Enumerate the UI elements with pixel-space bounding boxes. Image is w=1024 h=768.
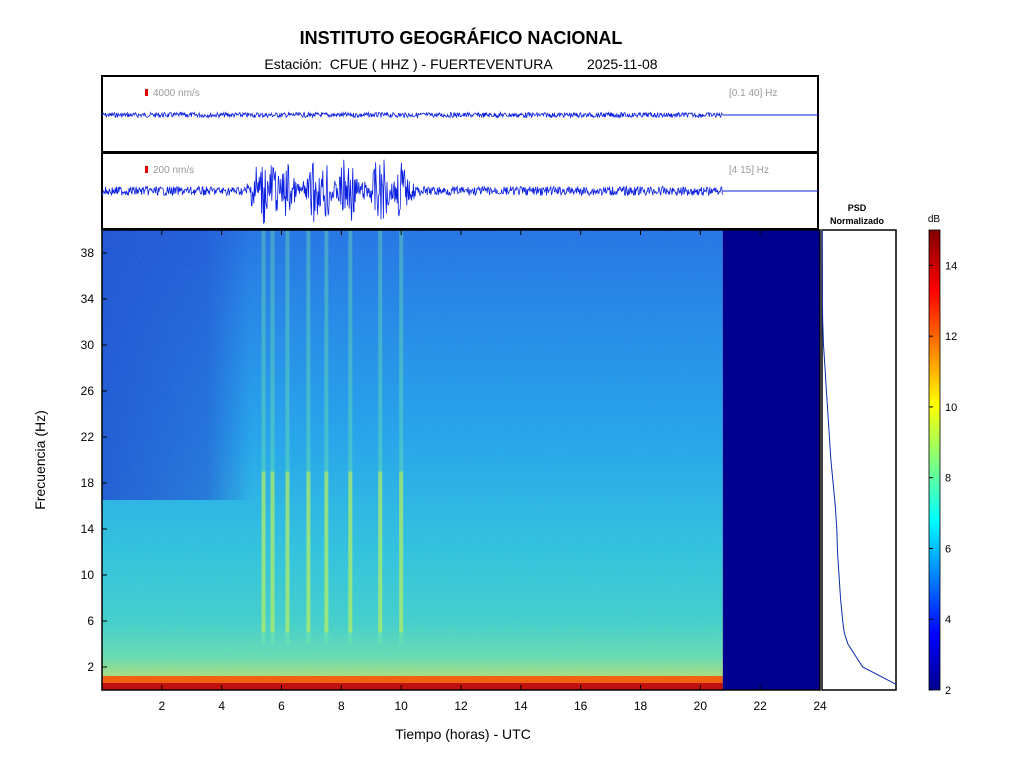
spectrogram-stripe <box>324 230 329 644</box>
band-label-filtered: [4 15] Hz <box>729 165 769 176</box>
spectrogram-stripe-core <box>378 471 383 633</box>
colorbar-ticks: 2 4 6 8 10 12 14 <box>929 260 957 697</box>
spectrogram-lowest-band <box>102 683 723 690</box>
spectrogram-stripe <box>285 230 290 644</box>
date-label: 2025-11-08 <box>587 56 658 72</box>
x-tick-label: 12 <box>454 699 468 713</box>
y-axis-label: Frecuencia (Hz) <box>32 410 48 510</box>
scale-bar-icon <box>145 89 148 96</box>
y-tick-label: 2 <box>87 660 94 674</box>
x-axis: 2 4 6 8 10 12 14 16 18 20 22 24 <box>158 230 827 713</box>
x-tick-label: 24 <box>813 699 827 713</box>
y-tick-label: 30 <box>81 338 95 352</box>
colorbar: dB 2 4 6 8 10 12 14 <box>928 214 957 697</box>
x-tick-label: 22 <box>753 699 767 713</box>
trace-waveform <box>102 159 723 224</box>
x-tick-label: 18 <box>634 699 648 713</box>
x-tick-label: 10 <box>394 699 408 713</box>
band-label-broadband: [0.1 40] Hz <box>729 88 777 99</box>
y-tick-label: 38 <box>81 246 95 260</box>
y-tick-label: 6 <box>87 614 94 628</box>
colorbar-tick-label: 12 <box>945 331 957 343</box>
spectrogram-stripe <box>348 230 353 644</box>
psd-curve <box>821 229 897 685</box>
spectrogram-stripe-core <box>324 471 329 633</box>
spectrogram-stripe-core <box>285 471 290 633</box>
scale-label-filtered: 200 nm/s <box>153 165 194 176</box>
colorbar-tick-label: 4 <box>945 614 951 626</box>
x-tick-label: 14 <box>514 699 528 713</box>
spectrogram-stripes <box>261 230 404 644</box>
spectrogram-stripe <box>378 230 383 644</box>
spectrogram-stripe-core <box>306 471 311 633</box>
x-tick-label: 20 <box>694 699 708 713</box>
colorbar-tick-label: 10 <box>945 402 957 414</box>
scale-bar-icon <box>145 166 148 173</box>
spectrogram-stripe <box>270 230 275 644</box>
scale-label-broadband: 4000 nm/s <box>153 88 200 99</box>
y-tick-label: 22 <box>81 430 95 444</box>
y-tick-label: 26 <box>81 384 95 398</box>
psd-title-line-1: PSD <box>848 203 867 213</box>
station-name: CFUE ( HHZ ) - FUERTEVENTURA <box>329 56 552 72</box>
y-tick-label: 10 <box>81 568 95 582</box>
spectrogram-stripe-core <box>399 471 404 633</box>
x-tick-label: 6 <box>278 699 285 713</box>
chart-subtitle: Estación: CFUE ( HHZ ) - FUERTEVENTURA 2… <box>0 56 922 72</box>
x-tick-label: 4 <box>218 699 225 713</box>
spectrogram-no-data-region <box>722 230 820 690</box>
colorbar-tick-label: 14 <box>945 260 957 272</box>
x-axis-label: Tiempo (horas) - UTC <box>395 726 531 742</box>
spectrogram-panel: 2 4 6 8 10 12 14 16 18 20 22 24 261014182226303438 … <box>32 229 827 742</box>
spectrogram-stripe-core <box>270 471 275 633</box>
chart-title: INSTITUTO GEOGRÁFICO NACIONAL <box>299 28 623 48</box>
x-tick-label: 8 <box>338 699 345 713</box>
colorbar-tick-label: 8 <box>945 473 951 485</box>
seismogram-broadband-panel: 4000 nm/s [0.1 40] Hz <box>101 75 819 153</box>
spectrogram-noise-texture <box>102 230 722 690</box>
seismogram-filtered-trace <box>102 159 818 224</box>
y-tick-label: 34 <box>81 292 95 306</box>
trace-waveform <box>102 111 723 119</box>
y-tick-label: 14 <box>81 522 95 536</box>
psd-panel: PSD Normalizado <box>821 203 897 691</box>
spectrogram-stripe <box>261 230 266 644</box>
seismogram-broadband-trace <box>102 111 818 119</box>
spectrogram-stripe-core <box>261 471 266 633</box>
colorbar-scale <box>928 229 941 691</box>
x-tick-label: 16 <box>574 699 588 713</box>
seismogram-filtered-panel: 200 nm/s [4 15] Hz <box>101 152 819 230</box>
colorbar-tick-label: 6 <box>945 543 951 555</box>
psd-title-line-2: Normalizado <box>830 216 885 226</box>
colorbar-label: dB <box>928 214 941 225</box>
psd-frame <box>821 229 897 691</box>
y-tick-label: 18 <box>81 476 95 490</box>
colorbar-tick-label: 2 <box>945 685 951 697</box>
spectrogram-stripe <box>399 230 404 644</box>
station-label: Estación: <box>264 56 322 72</box>
x-tick-label: 2 <box>158 699 165 713</box>
spectrogram-stripe-core <box>348 471 353 633</box>
spectrogram-stripe <box>306 230 311 644</box>
